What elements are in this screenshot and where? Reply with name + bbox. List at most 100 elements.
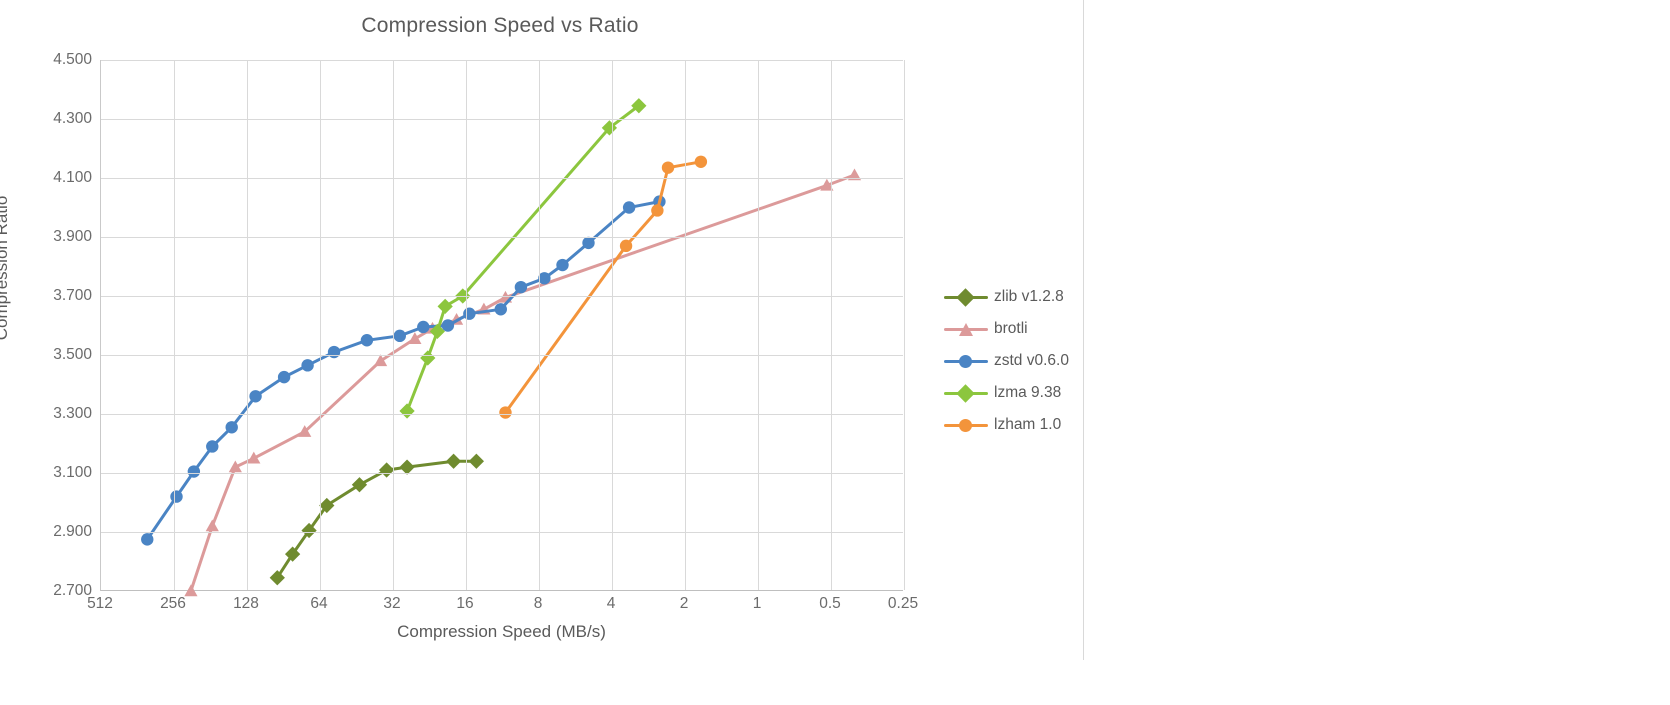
x-axis-tick-label: 512 [87,595,113,612]
panel-divider [1083,0,1084,660]
series-lzham-1-0 [499,155,708,419]
data-point [556,258,569,272]
data-point [378,462,395,478]
data-point [445,453,462,469]
gridline-vertical [466,60,467,590]
y-axis-tick-label: 2.700 [53,582,92,599]
legend-item-brotli[interactable]: brotli [944,313,1094,345]
legend-marker-icon [944,418,988,432]
gridline-vertical [831,60,832,590]
data-point [327,345,341,359]
legend-marker-icon [944,288,988,307]
y-axis-tick-label: 3.100 [53,464,92,481]
legend-label: zstd v0.6.0 [994,352,1069,369]
bar-plot-area [1083,0,1670,705]
gridline-vertical [758,60,759,590]
series-line [275,459,478,580]
data-point [429,323,445,340]
data-point [284,546,301,562]
y-axis-tick-label: 3.300 [53,405,92,422]
legend-label: zlib v1.2.8 [994,288,1064,305]
data-point [277,370,291,384]
data-point [538,272,551,285]
gridline-vertical [247,60,248,590]
gridline-vertical [612,60,613,590]
gridline-vertical [685,60,686,590]
y-axis-tick-label: 3.700 [53,287,92,304]
x-axis-tick-label: 4 [606,595,616,612]
data-point [514,280,528,294]
legend-marker-icon [944,354,988,368]
bar-chart-panel [1083,0,1670,705]
data-point [393,329,406,343]
data-point [206,440,219,453]
y-axis-title: Compression Ratio [0,195,11,341]
page-title: Compression Speed vs Ratio [361,14,639,37]
gridline-horizontal [101,355,903,356]
data-point [619,239,633,253]
legend-marker-icon [944,384,988,403]
y-axis-tick-label: 4.100 [53,169,92,186]
legend-label: lzham 1.0 [994,416,1062,433]
legend-symbol-diamond [956,288,975,307]
gridline-vertical [393,60,394,590]
data-point [661,161,675,174]
x-axis-tick-label: 8 [533,595,543,612]
data-point [205,519,219,532]
data-point [249,390,262,403]
data-point [468,453,485,469]
x-axis-tick-label: 2 [679,595,689,612]
x-axis-tick-label: 32 [383,595,401,612]
y-axis-tick-labels: 2.700 2.900 3.100 3.300 3.500 3.700 3.900 4.100… [0,51,100,599]
data-point [847,168,862,181]
gridline-horizontal [101,60,903,61]
y-axis-tick-label: 3.900 [53,228,92,245]
gridline-vertical [320,60,321,590]
data-point [437,298,453,314]
data-point [187,465,201,478]
legend-symbol-diamond [956,384,975,403]
data-point [494,303,507,316]
x-axis-title: Compression Speed (MB/s) [397,622,606,641]
series-line [405,104,641,413]
legend-item-zlib-v1-2-8[interactable]: zlib v1.2.8 [944,281,1094,313]
y-axis-tick-label: 3.500 [53,346,92,363]
data-point [651,204,664,217]
legend-marker-icon [944,322,988,336]
data-point [360,334,374,347]
data-point [298,425,312,437]
series-line [145,200,661,541]
gridline-horizontal [101,178,903,179]
gridline-horizontal [101,414,903,415]
legend-label: brotli [994,320,1028,337]
gridline-horizontal [101,532,903,533]
gridline-horizontal [101,473,903,474]
data-point [622,201,636,214]
data-point [301,359,314,372]
data-point [184,584,198,597]
y-axis-tick-label: 2.900 [53,523,92,540]
legend-label: lzma 9.38 [994,384,1062,401]
gridline-vertical [174,60,175,590]
data-point [225,421,238,434]
legend-item-lzma-9-38[interactable]: lzma 9.38 [944,377,1094,409]
x-axis-tick-label: 64 [310,595,328,612]
data-point [417,320,430,334]
data-point [694,155,708,168]
data-point [420,350,436,366]
data-point [463,307,476,320]
data-point [228,460,242,473]
legend-item-zstd-v0-6-0[interactable]: zstd v0.6.0 [944,345,1094,377]
data-point [820,178,834,191]
gridline-horizontal [101,296,903,297]
legend-item-lzham-1-0[interactable]: lzham 1.0 [944,409,1094,441]
plot-area [100,60,905,597]
x-axis-tick-label: 128 [233,595,259,612]
data-point [319,497,335,514]
legend-symbol-circle [959,419,972,432]
gridline-horizontal [101,237,903,238]
data-point [351,477,368,493]
gridline-horizontal [101,119,903,120]
data-point [269,570,285,586]
